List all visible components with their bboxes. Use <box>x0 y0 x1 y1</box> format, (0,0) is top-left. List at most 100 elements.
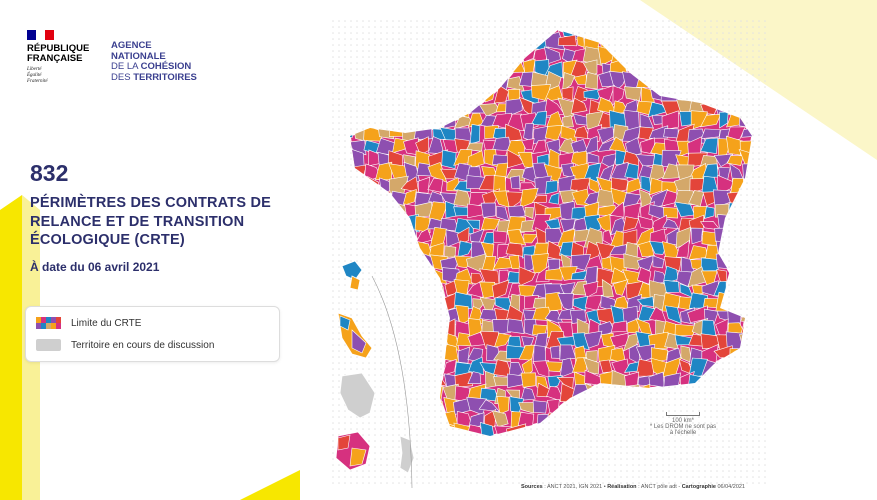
crte-perimeter <box>480 202 496 218</box>
french-flag-icon <box>27 30 54 40</box>
anct-line-3a: DE LA <box>111 61 138 72</box>
crte-perimeter <box>545 268 563 281</box>
crte-perimeter <box>700 333 721 350</box>
crte-perimeter <box>524 207 534 219</box>
crte-perimeter <box>700 128 721 140</box>
legend-item-crte: Limite du CRTE <box>36 317 141 329</box>
sources-label: Sources <box>520 484 543 490</box>
crte-perimeter <box>427 162 448 183</box>
crte-perimeter <box>543 85 564 102</box>
legend-label-discussion: Territoire en cours de discussion <box>71 339 215 351</box>
crte-perimeter <box>663 128 679 139</box>
crte-perimeter <box>561 86 574 101</box>
crte-perimeter <box>664 305 682 324</box>
crte-perimeter <box>493 84 510 104</box>
motto-liberte: Liberté <box>27 67 42 72</box>
crte-perimeter <box>521 138 535 150</box>
crte-map <box>330 18 770 488</box>
anct-line-3b: COHÉSION <box>140 61 192 72</box>
crte-perimeter <box>624 86 642 102</box>
crte-perimeter <box>640 137 655 155</box>
anct-line-2: NATIONALE <box>111 50 166 62</box>
motto-fraternite: Fraternité <box>27 79 48 84</box>
crte-perimeter <box>505 191 525 210</box>
crte-perimeter <box>545 291 563 312</box>
crte-perimeter <box>595 241 616 262</box>
crte-perimeter <box>456 226 470 245</box>
scale-bar: 100 km* * Les DROM ne sont pas à l'échel… <box>648 412 718 436</box>
crte-perimeter <box>505 123 523 142</box>
crte-perimeter <box>583 214 601 235</box>
crte-perimeter <box>676 239 690 258</box>
crte-perimeter <box>570 270 589 281</box>
crte-perimeter <box>716 269 728 284</box>
crte-perimeter <box>701 319 717 338</box>
crte-count: 832 <box>30 160 69 186</box>
crte-perimeter <box>587 124 603 143</box>
crte-perimeter <box>442 358 457 376</box>
yellow-band-left <box>0 195 22 500</box>
crte-perimeter <box>611 177 629 194</box>
crte-perimeter <box>637 266 652 285</box>
crte-perimeter <box>612 279 629 296</box>
crte-perimeter <box>637 254 655 272</box>
crte-perimeter <box>505 98 523 118</box>
rf-motto: Liberté Égalité Fraternité <box>27 67 97 85</box>
drom-separator-curve <box>371 275 413 488</box>
anct-line-1: AGENCE <box>111 40 152 51</box>
yellow-band-bottom <box>240 470 300 500</box>
guyane-region <box>339 372 376 419</box>
crte-perimeter <box>350 123 355 138</box>
crte-perimeter <box>548 192 560 205</box>
crte-perimeter <box>716 174 735 196</box>
crte-perimeter <box>601 278 614 298</box>
crte-perimeter <box>546 386 565 403</box>
crte-perimeter <box>622 216 640 232</box>
crte-perimeter <box>674 323 695 337</box>
legend-label-crte: Limite du CRTE <box>71 317 142 329</box>
crte-perimeter <box>584 71 599 90</box>
crte-perimeter <box>468 356 484 376</box>
crte-perimeter <box>469 123 481 145</box>
crte-perimeter <box>480 217 501 231</box>
crte-perimeter <box>492 230 508 244</box>
crte-perimeter <box>727 155 744 166</box>
crte-perimeter <box>414 215 431 233</box>
map-legend: Limite du CRTE Territoire en cours de di… <box>25 306 280 362</box>
crte-perimeter <box>623 253 644 270</box>
crte-perimeter <box>583 135 599 155</box>
martinique-south <box>351 329 367 354</box>
guadeloupe-east <box>349 275 361 291</box>
realisation-text: : ANCT pôle adt - <box>636 484 682 490</box>
crte-perimeter <box>713 153 734 168</box>
crte-perimeter <box>651 347 669 364</box>
crte-perimeter <box>531 139 547 154</box>
crte-perimeter <box>428 242 445 259</box>
crte-perimeter <box>467 371 482 385</box>
crte-perimeter <box>612 85 625 106</box>
crte-perimeter <box>402 188 417 206</box>
crte-perimeter <box>496 395 510 415</box>
crte-perimeter <box>427 177 444 193</box>
crte-perimeter <box>557 34 578 47</box>
page-title: PÉRIMÈTRES DES CONTRATS DE RELANCE ET DE… <box>30 195 271 248</box>
crte-perimeter <box>562 72 576 92</box>
crte-perimeter <box>582 281 599 299</box>
rf-line-1: RÉPUBLIQUE <box>27 43 90 54</box>
crte-perimeter <box>493 332 512 348</box>
crte-perimeter <box>458 346 470 364</box>
crte-perimeter <box>582 59 598 77</box>
guadeloupe-region <box>341 260 363 281</box>
crte-perimeter <box>507 229 527 246</box>
crte-perimeter <box>610 320 628 333</box>
reunion-south <box>349 447 367 467</box>
anct-logo: AGENCE NATIONALE DE LA COHÉSION DES TERR… <box>111 40 197 85</box>
crte-perimeter <box>569 309 587 324</box>
crte-perimeter <box>544 218 561 230</box>
crte-perimeter <box>661 110 679 131</box>
cartographie-text: 06/04/2021 <box>715 484 745 490</box>
crte-perimeter <box>507 318 525 335</box>
crte-perimeter <box>457 240 474 258</box>
scale-note: * Les DROM ne sont pas à l'échelle <box>649 424 717 436</box>
crte-perimeter <box>652 255 665 269</box>
